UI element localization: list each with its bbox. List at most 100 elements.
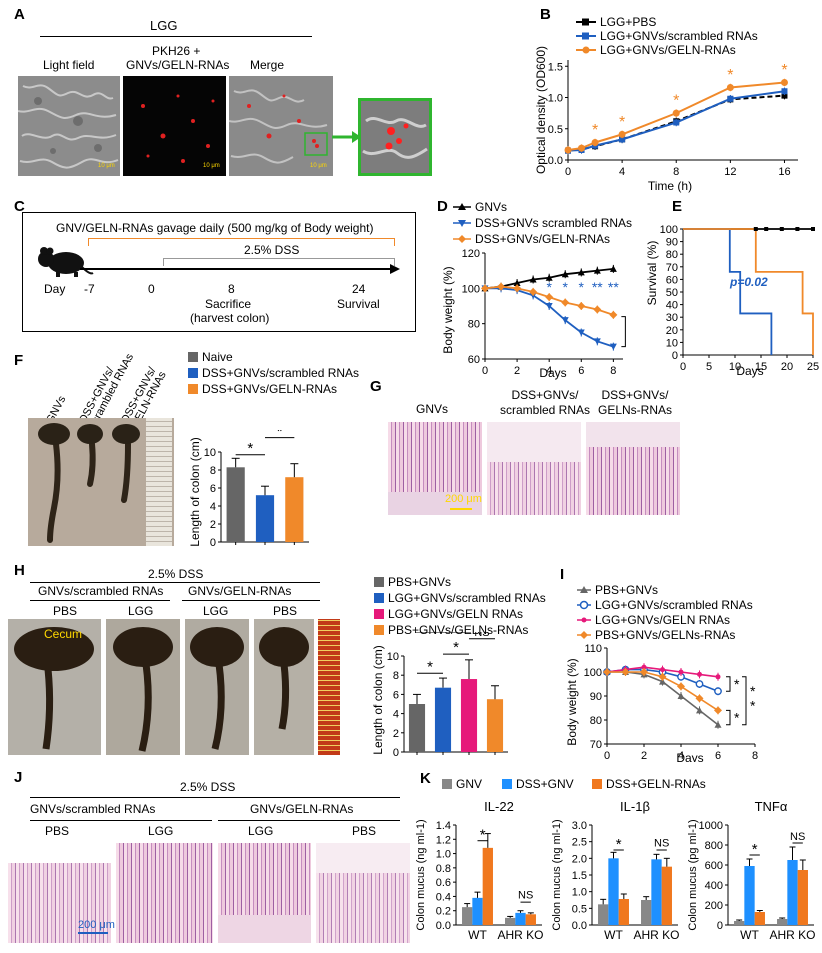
chart-k2-plot: IL-1β Colon mucus (ng ml-1) 0.0 0.5 1.0 1.5 2.… xyxy=(551,799,680,942)
chart-b-ytick-label: 0.0 xyxy=(548,155,563,167)
chart-b-ytick-label: 0.5 xyxy=(548,124,563,136)
legend-k-swatch-3 xyxy=(592,779,602,789)
chart-k2-ytick-label: 2.0 xyxy=(572,853,587,865)
chart-i-ytick-label: 100 xyxy=(584,667,602,679)
timeline-harvest: (harvest colon) xyxy=(190,311,270,325)
timeline-dss: 2.5% DSS xyxy=(244,243,300,257)
chart-k2-sig-star: * xyxy=(616,836,622,853)
chart-k1-title: IL-22 xyxy=(484,799,514,814)
chart-d-point xyxy=(545,303,553,310)
histology-j3-base xyxy=(218,915,311,943)
chart-i-ytick-label: 80 xyxy=(590,715,602,727)
chart-d-sig-star: * xyxy=(579,279,585,295)
scale-label-a3: 10 μm xyxy=(310,163,327,169)
chart-b-xtick-label: 16 xyxy=(778,166,790,178)
chart-h-ytick-label: 10 xyxy=(387,651,399,663)
legend-d-2: DSS+GNVs scrambled RNAs xyxy=(475,216,632,230)
chart-k1-ytick-label: 1.4 xyxy=(436,820,451,832)
g-scale-label: 200 μm xyxy=(445,493,482,505)
chart-e-ytick-label: 30 xyxy=(666,312,678,324)
legend-k-swatch-1 xyxy=(442,779,452,789)
chart-k2-bar xyxy=(661,866,672,925)
chart-f-plot: 0 2 4 6 8 10 * * xyxy=(204,430,309,549)
chart-b-sig-star: * xyxy=(592,122,598,139)
zoom-inset-image xyxy=(358,98,432,176)
chart-k3-ns: NS xyxy=(790,831,805,843)
panel-label-e: E xyxy=(672,198,683,215)
j-sub3: LGG xyxy=(248,824,274,838)
chart-b-xtick-label: 0 xyxy=(565,166,571,178)
chart-i-sig-star: * xyxy=(750,697,756,713)
chart-i-xtick-label: 2 xyxy=(641,750,647,762)
ruler-h xyxy=(318,619,340,755)
legend-i-4: PBS+GNVs/GELNs-RNAs xyxy=(595,628,735,642)
chart-e-ytick-label: 70 xyxy=(666,262,678,274)
chart-h-ylabel: Length of colon (cm) xyxy=(371,645,385,754)
j-scale-bar xyxy=(78,932,108,934)
h-title: 2.5% DSS xyxy=(148,567,204,581)
chart-k1-bar xyxy=(505,917,516,925)
chart-k1-ytick-label: 0.4 xyxy=(436,891,451,903)
chart-k3-bar xyxy=(777,919,788,925)
ruler-f xyxy=(146,418,172,546)
chart-b-xtick-label: 8 xyxy=(673,166,679,178)
mouse-icon xyxy=(38,247,94,277)
histology-j3 xyxy=(218,843,311,943)
chart-f-ytick-label: 2 xyxy=(210,519,216,531)
chart-i-point xyxy=(695,680,704,688)
chart-k3-title: TNFα xyxy=(755,799,788,814)
h-sub1: PBS xyxy=(53,604,78,618)
chart-d-point xyxy=(561,298,570,307)
panel-a-col2a: PKH26 + xyxy=(152,44,201,58)
chart-k3-bar xyxy=(787,860,798,925)
chart-f-bar-geln xyxy=(285,477,304,542)
chart-e-ytick-label: 0 xyxy=(672,350,678,362)
timeline-d0: -7 xyxy=(84,282,95,296)
legend-h-swatch-4 xyxy=(374,625,384,635)
timeline-axis xyxy=(80,264,400,274)
chart-h-bar-pbs xyxy=(408,704,426,752)
chart-i-xlabel: Days xyxy=(676,751,703,762)
chart-k2-bar xyxy=(641,900,652,925)
chart-k2-ytick-label: 1.0 xyxy=(572,887,587,899)
chart-h-ytick-label: 8 xyxy=(393,670,399,682)
panel-a-col3: Merge xyxy=(250,58,285,72)
g-col2a: DSS+GNVs/ xyxy=(511,388,579,402)
chart-e-xlabel: Days xyxy=(736,364,763,378)
timeline-sacrifice: Sacrifice xyxy=(205,297,252,311)
timeline-survival: Survival xyxy=(337,297,380,311)
legend-h-swatch-3 xyxy=(374,609,384,619)
chart-d-sig-star: ** xyxy=(592,279,603,295)
chart-d-point xyxy=(609,265,617,272)
chart-e-ytick-label: 10 xyxy=(666,337,678,349)
chart-h: 0 2 4 6 8 10 * * NS Length of colon (cm) xyxy=(371,632,508,759)
chart-d-point xyxy=(497,282,506,291)
chart-b-sig-star: * xyxy=(673,93,679,110)
cecum-label: Cecum xyxy=(44,627,83,641)
pkh26-fluorescence-image xyxy=(123,76,226,176)
chart-i: PBS+GNVs LGG+GNVs/scrambled RNAs LGG+GNV… xyxy=(565,583,758,762)
j-group2-rule xyxy=(218,820,400,821)
chart-e-xtick-label: 20 xyxy=(781,361,793,373)
chart-d-sig-bracket xyxy=(621,316,626,348)
chart-h-ytick-label: 0 xyxy=(393,747,399,759)
colon-photo-f xyxy=(28,418,174,546)
chart-b-point xyxy=(564,146,572,154)
chart-k3-group-label: AHR KO xyxy=(769,928,815,942)
chart-d-point xyxy=(593,338,601,345)
chart-i-point xyxy=(714,706,722,715)
chart-k1-ytick-label: 0.6 xyxy=(436,877,451,889)
chart-k1-ytick-label: 0.0 xyxy=(436,920,451,932)
chart-d-sig-star: ** xyxy=(608,279,619,295)
chart-b-point xyxy=(672,109,680,117)
chart-d-ylabel: Body weight (%) xyxy=(441,266,455,353)
chart-e-ytick-label: 60 xyxy=(666,274,678,286)
chart-i-xtick-label: 8 xyxy=(752,750,758,762)
chart-k2: IL-1β Colon mucus (ng ml-1) 0.0 0.5 1.0 1.5 2.… xyxy=(551,799,680,942)
legend-k-3: DSS+GELN-RNAs xyxy=(606,777,706,791)
j-group2: GNVs/GELN-RNAs xyxy=(250,802,354,816)
chart-k3-ytick-label: 600 xyxy=(705,860,723,872)
histology-j4 xyxy=(316,843,410,943)
chart-b-ylabel: Optical density (OD600) xyxy=(534,46,548,174)
